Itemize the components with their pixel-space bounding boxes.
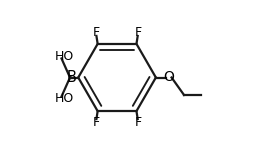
Text: F: F (93, 26, 100, 39)
Text: F: F (134, 116, 141, 129)
Text: HO: HO (55, 92, 74, 105)
Text: HO: HO (55, 50, 74, 63)
Text: F: F (93, 116, 100, 129)
Text: B: B (66, 70, 76, 85)
Text: F: F (134, 26, 141, 39)
Text: O: O (163, 71, 174, 84)
